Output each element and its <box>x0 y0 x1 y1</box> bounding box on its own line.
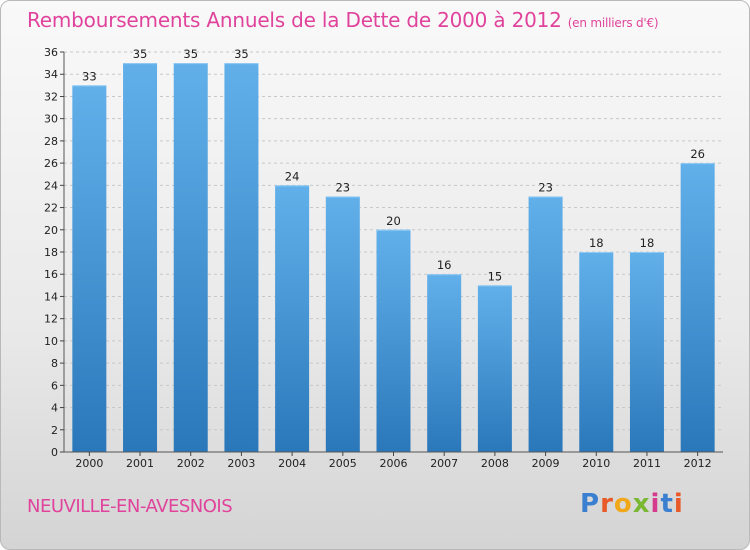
y-tick-label: 12 <box>44 313 58 326</box>
value-labels: 33 35 35 35 24 23 20 16 15 23 18 18 26 <box>82 47 705 283</box>
bar <box>275 185 310 453</box>
logo-letter: i <box>650 489 661 519</box>
x-tick-label: 2001 <box>126 457 154 470</box>
value-label: 20 <box>386 214 401 228</box>
x-axis-ticks: 2000 2001 2002 2003 2004 2005 2006 2007 2008 2009… <box>75 452 712 470</box>
x-tick-label: 2006 <box>380 457 408 470</box>
x-tick-label: 2007 <box>430 457 458 470</box>
logo-letter: x <box>632 489 651 519</box>
bar <box>173 63 208 452</box>
y-tick-label: 24 <box>44 179 58 192</box>
bars-group <box>72 63 715 453</box>
y-tick-label: 14 <box>44 290 58 303</box>
y-tick-label: 28 <box>44 135 58 148</box>
logo-letter: o <box>613 489 633 519</box>
x-tick-label: 2010 <box>582 457 610 470</box>
y-tick-label: 8 <box>51 357 58 370</box>
value-label: 18 <box>640 236 655 250</box>
y-tick-label: 4 <box>51 402 58 415</box>
value-label: 35 <box>133 47 148 61</box>
proxiti-logo[interactable]: Proxiti <box>580 489 684 519</box>
x-tick-label: 2008 <box>481 457 509 470</box>
bar <box>528 196 563 452</box>
bar <box>325 196 360 452</box>
x-tick-label: 2012 <box>684 457 712 470</box>
x-tick-label: 2004 <box>278 457 306 470</box>
y-tick-label: 6 <box>51 379 58 392</box>
bar <box>376 229 411 452</box>
y-tick-label: 0 <box>51 446 58 459</box>
bar <box>680 163 715 452</box>
value-label: 24 <box>285 169 300 183</box>
logo-letter: P <box>580 489 601 519</box>
x-tick-label: 2000 <box>75 457 103 470</box>
bar <box>123 63 158 452</box>
y-tick-label: 36 <box>44 46 58 59</box>
commune-name: NEUVILLE-EN-AVESNOIS <box>27 496 233 517</box>
y-tick-label: 10 <box>44 335 58 348</box>
x-tick-label: 2005 <box>329 457 357 470</box>
value-label: 26 <box>690 147 705 161</box>
bar <box>477 285 512 452</box>
bar <box>224 63 259 452</box>
chart-title: Remboursements Annuels de la Dette de 20… <box>27 8 659 32</box>
y-tick-label: 22 <box>44 202 58 215</box>
bar <box>629 252 664 452</box>
y-tick-label: 26 <box>44 157 58 170</box>
chart-title-text: Remboursements Annuels de la Dette de 20… <box>27 8 562 32</box>
y-tick-label: 16 <box>44 268 58 281</box>
x-tick-label: 2009 <box>532 457 560 470</box>
y-tick-label: 20 <box>44 224 58 237</box>
x-tick-label: 2011 <box>633 457 661 470</box>
value-label: 16 <box>437 258 452 272</box>
chart-subtitle: (en milliers d'€) <box>567 16 659 30</box>
y-tick-label: 32 <box>44 90 58 103</box>
value-label: 35 <box>234 47 249 61</box>
y-tick-label: 34 <box>44 68 58 81</box>
logo-letter: t <box>660 489 674 519</box>
y-tick-label: 18 <box>44 246 58 259</box>
y-tick-label: 30 <box>44 113 58 126</box>
logo-letter: r <box>600 489 614 519</box>
x-tick-label: 2002 <box>177 457 205 470</box>
value-label: 18 <box>589 236 604 250</box>
value-label: 33 <box>82 69 97 83</box>
value-label: 15 <box>488 269 503 283</box>
bar <box>72 85 107 452</box>
value-label: 23 <box>335 180 350 194</box>
logo-letter: i <box>673 489 684 519</box>
y-tick-label: 2 <box>51 424 58 437</box>
bar <box>579 252 614 452</box>
value-label: 35 <box>183 47 198 61</box>
value-label: 23 <box>538 180 553 194</box>
bar <box>427 274 462 452</box>
x-tick-label: 2003 <box>227 457 255 470</box>
